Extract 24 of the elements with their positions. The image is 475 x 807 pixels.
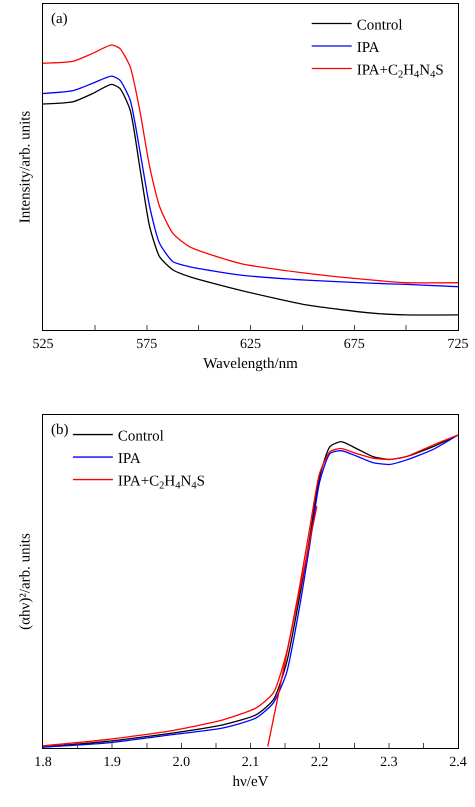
x-tick-label: 1.9	[103, 754, 121, 770]
legend-label: IPA	[118, 450, 141, 467]
annotation: (b)	[51, 422, 68, 438]
x-axis-title: hν/eV	[232, 774, 269, 790]
x-tick-label: 575	[136, 336, 158, 352]
x-tick-label: 2.1	[242, 754, 260, 770]
x-tick-label: 2.3	[380, 754, 398, 770]
y-axis-title: (αhν)²/arb. units	[17, 533, 34, 630]
text: (a)	[51, 11, 68, 27]
x-tick-label: 525	[32, 336, 54, 352]
legend-label: IPA	[356, 40, 380, 56]
x-tick-label: 1.8	[34, 754, 52, 770]
x-tick-label: 625	[240, 336, 261, 352]
legend-label: IPA+C$_{2}$H$_{4}$N$_{4}$S	[356, 62, 444, 81]
x-tick-label: 725	[448, 336, 468, 352]
x-tick-label: 2.0	[172, 754, 190, 770]
x-tick-label: 2.4	[449, 754, 467, 770]
x-tick-label: 675	[344, 336, 365, 352]
legend-label: IPA+C$_{2}$H$_{4}$N$_{4}$S	[118, 473, 205, 492]
legend-label: Control	[118, 428, 164, 444]
x-axis-title: Wavelength/nm	[203, 356, 298, 372]
y-axis-title: Intensity/arb. units	[17, 110, 34, 224]
legend-label: Control	[356, 17, 403, 34]
x-tick-label: 2.2	[310, 754, 328, 770]
